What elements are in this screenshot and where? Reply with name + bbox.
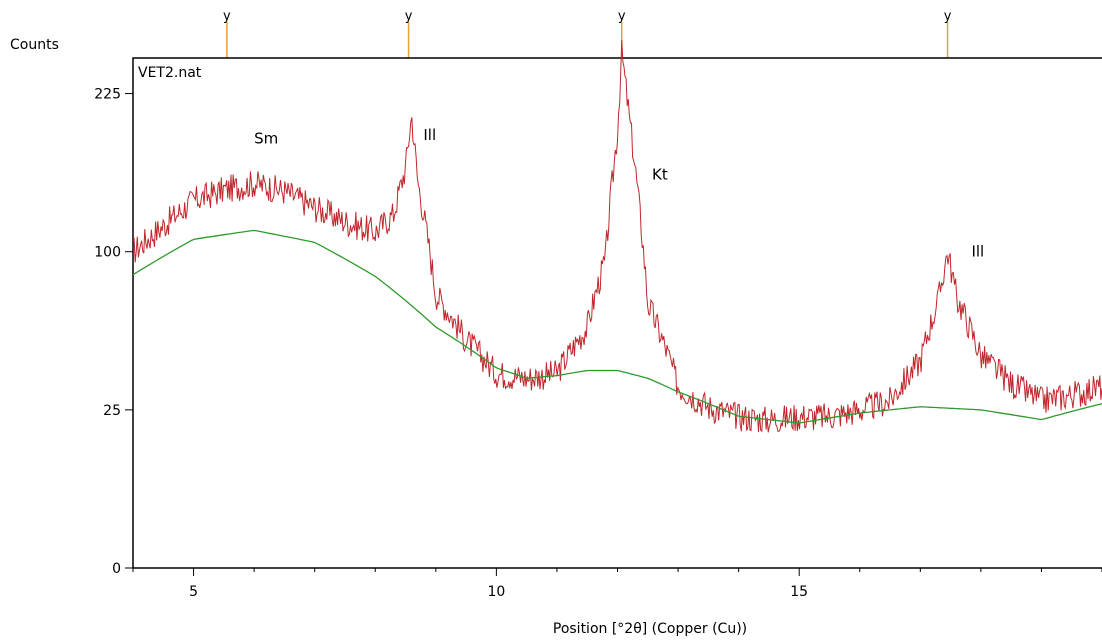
x-tick-label: 10 bbox=[487, 584, 505, 600]
y-tick-label: 100 bbox=[94, 245, 121, 261]
background-series-line bbox=[132, 229, 1102, 424]
peak-annotation: Sm bbox=[254, 130, 278, 148]
peak-marker-symbol: y bbox=[944, 9, 952, 24]
peak-annotation: Ill bbox=[971, 242, 984, 260]
peak-marker-symbol: y bbox=[618, 9, 626, 24]
peak-annotation: Kt bbox=[652, 165, 668, 183]
x-tick-label: 5 bbox=[189, 584, 198, 600]
peak-annotation: Ill bbox=[423, 126, 436, 144]
observed-series-line bbox=[132, 40, 1102, 433]
y-tick-label: 225 bbox=[94, 87, 121, 103]
x-tick-label: 15 bbox=[790, 584, 808, 600]
y-axis-label: Counts bbox=[10, 37, 59, 53]
peak-marker-symbol: y bbox=[405, 9, 413, 24]
x-ticks: 5 10 15 bbox=[132, 568, 1102, 600]
annotation-layer: Sm Ill Kt Ill bbox=[254, 126, 984, 260]
x-axis-label: Position [°2θ] (Copper (Cu)) bbox=[553, 621, 747, 637]
y-tick-label: 25 bbox=[103, 403, 121, 419]
y-ticks: 0 25 100 225 bbox=[94, 87, 133, 577]
series-layer bbox=[132, 40, 1102, 433]
chart-title: VET2.nat bbox=[138, 65, 202, 81]
y-tick-label: 0 bbox=[112, 561, 121, 577]
peak-marker-symbol: y bbox=[223, 9, 231, 24]
